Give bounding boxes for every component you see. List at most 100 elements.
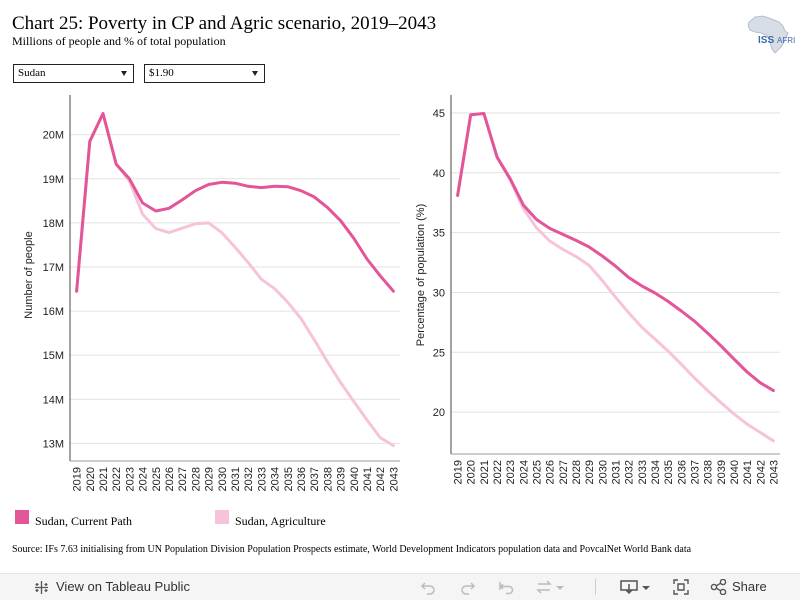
x-tick-label: 2022 (492, 460, 504, 484)
legend-swatch-agriculture (215, 510, 229, 524)
share-button[interactable]: Share (732, 579, 767, 594)
legend-swatch-current-path (15, 510, 29, 524)
y-tick-label: 40 (433, 168, 445, 180)
series-line-sudan-current-path (75, 112, 395, 293)
x-tick-label: 2034 (650, 460, 662, 484)
x-tick-label: 2041 (742, 460, 754, 484)
x-tick-label: 2043 (768, 460, 780, 484)
x-tick-label: 2034 (270, 467, 282, 491)
x-tick-label: 2026 (545, 460, 557, 484)
x-tick-label: 2019 (453, 460, 465, 484)
x-tick-label: 2021 (479, 460, 491, 484)
toolbar-divider (595, 579, 596, 595)
y-axis-label: Percentage of population (%) (415, 204, 427, 346)
x-tick-label: 2040 (349, 467, 361, 491)
tableau-icon (35, 581, 48, 594)
x-tick-label: 2033 (637, 460, 649, 484)
chart-subtitle: Millions of people and % of total popula… (12, 34, 226, 48)
x-tick-label: 2041 (362, 467, 374, 491)
y-tick-label: 16M (43, 306, 64, 318)
x-tick-label: 2043 (388, 467, 400, 491)
x-tick-label: 2036 (676, 460, 688, 484)
x-tick-label: 2030 (597, 460, 609, 484)
x-tick-label: 2039 (336, 467, 348, 491)
x-tick-label: 2029 (584, 460, 596, 484)
x-tick-label: 2040 (729, 460, 741, 484)
download-icon[interactable] (620, 579, 652, 595)
x-tick-label: 2028 (571, 460, 583, 484)
x-tick-label: 2024 (518, 460, 530, 484)
series-line-sudan-agriculture (456, 112, 775, 443)
y-tick-label: 18M (43, 218, 64, 230)
y-tick-label: 13M (43, 438, 64, 450)
country-select[interactable]: Sudan (13, 64, 134, 83)
fullscreen-icon[interactable] (673, 579, 689, 595)
x-tick-label: 2021 (98, 467, 110, 491)
x-tick-label: 2037 (309, 467, 321, 491)
x-tick-label: 2031 (230, 467, 242, 491)
logo-text: ISS (758, 35, 774, 46)
source-note: Source: IFs 7.63 initialising from UN Po… (12, 544, 692, 555)
x-tick-label: 2023 (124, 467, 136, 491)
logo-text-suffix: AFRI (777, 36, 795, 45)
share-icon[interactable] (710, 579, 727, 595)
x-tick-label: 2029 (204, 467, 216, 491)
undo-icon[interactable] (420, 579, 436, 595)
x-tick-label: 2039 (716, 460, 728, 484)
y-tick-label: 15M (43, 350, 64, 362)
y-tick-label: 30 (433, 287, 445, 299)
x-tick-label: 2022 (111, 467, 123, 491)
x-tick-label: 2035 (663, 460, 675, 484)
iss-africa-logo: ISS AFRI (747, 15, 795, 54)
x-tick-label: 2032 (624, 460, 636, 484)
redo-icon[interactable] (460, 579, 476, 595)
legend-label-agriculture: Sudan, Agriculture (235, 514, 326, 528)
x-tick-label: 2038 (703, 460, 715, 484)
x-tick-label: 2037 (689, 460, 701, 484)
y-tick-label: 17M (43, 262, 64, 274)
x-tick-label: 2027 (558, 460, 570, 484)
chart-panel-people: 13M 14M 15M 16M 17M 18M 19M 20M 2019 2020 2021 2022… (23, 95, 400, 491)
tableau-footer: View on Tableau Public Share (0, 573, 800, 600)
view-on-tableau-link[interactable]: View on Tableau Public (56, 579, 190, 594)
poverty-line-select[interactable]: $1.90 (144, 64, 265, 83)
x-tick-label: 2025 (151, 467, 163, 491)
x-tick-label: 2032 (243, 467, 255, 491)
legend-label-current-path: Sudan, Current Path (35, 514, 132, 528)
x-tick-label: 2027 (177, 467, 189, 491)
revert-icon[interactable] (498, 579, 514, 595)
chart-title: Chart 25: Poverty in CP and Agric scenar… (12, 13, 437, 34)
x-tick-label: 2020 (85, 467, 97, 491)
x-tick-label: 2035 (283, 467, 295, 491)
x-tick-label: 2033 (256, 467, 268, 491)
country-select-value: Sudan (18, 67, 46, 79)
x-tick-label: 2042 (755, 460, 767, 484)
y-tick-label: 45 (433, 108, 445, 120)
y-tick-label: 19M (43, 174, 64, 186)
x-tick-label: 2042 (375, 467, 387, 491)
x-tick-label: 2024 (138, 467, 150, 491)
chevron-down-icon (121, 71, 127, 76)
x-tick-label: 2031 (611, 460, 623, 484)
poverty-line-select-value: $1.90 (149, 67, 174, 79)
x-tick-label: 2028 (190, 467, 202, 491)
y-tick-label: 20M (43, 130, 64, 142)
y-axis-label: Number of people (23, 231, 35, 318)
y-tick-label: 35 (433, 228, 445, 240)
x-tick-label: 2019 (72, 467, 84, 491)
x-tick-label: 2026 (164, 467, 176, 491)
x-tick-label: 2030 (217, 467, 229, 491)
africa-map-icon (747, 15, 789, 54)
refresh-dropdown-icon[interactable] (536, 579, 566, 595)
series-line-sudan-current-path (456, 112, 775, 393)
y-tick-label: 20 (433, 407, 445, 419)
x-tick-label: 2025 (532, 460, 544, 484)
y-tick-label: 14M (43, 394, 64, 406)
series-line-sudan-agriculture (75, 112, 395, 448)
chevron-down-icon (252, 71, 258, 76)
x-tick-label: 2020 (466, 460, 478, 484)
y-tick-label: 25 (433, 347, 445, 359)
x-tick-label: 2023 (505, 460, 517, 484)
